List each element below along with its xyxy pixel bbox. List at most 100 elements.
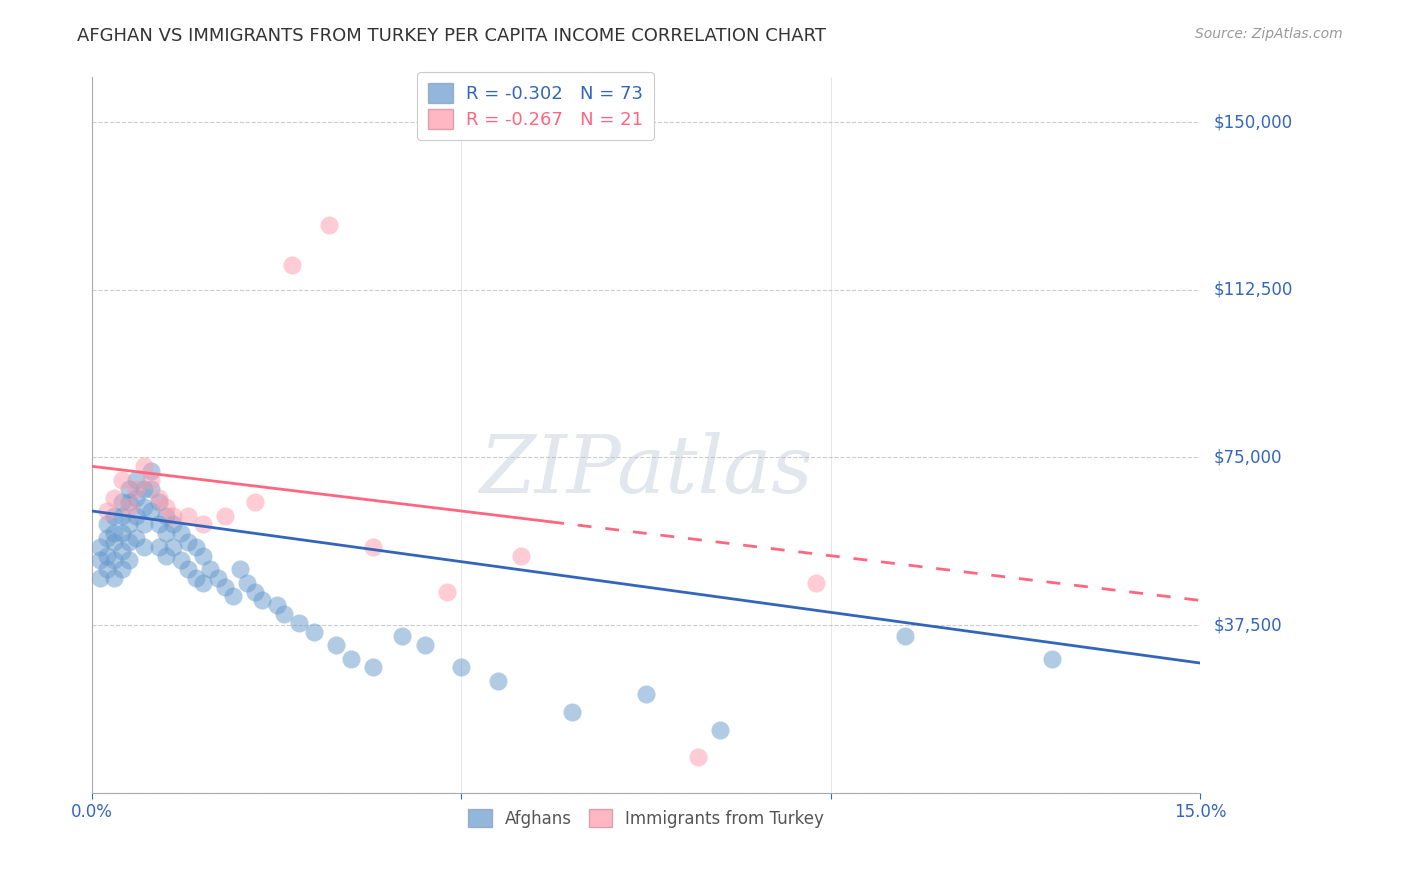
Point <box>103 553 125 567</box>
Point <box>111 526 134 541</box>
Point <box>96 549 118 563</box>
Point <box>89 571 111 585</box>
Point <box>413 638 436 652</box>
Point <box>170 526 193 541</box>
Point <box>132 540 155 554</box>
Point <box>250 593 273 607</box>
Text: $112,500: $112,500 <box>1213 281 1292 299</box>
Point <box>125 473 148 487</box>
Point <box>229 562 252 576</box>
Point <box>118 535 141 549</box>
Point <box>111 473 134 487</box>
Point <box>318 218 340 232</box>
Point <box>103 508 125 523</box>
Point <box>391 629 413 643</box>
Point <box>177 535 200 549</box>
Point <box>177 562 200 576</box>
Point <box>132 459 155 474</box>
Point <box>141 482 163 496</box>
Legend: Afghans, Immigrants from Turkey: Afghans, Immigrants from Turkey <box>461 803 831 834</box>
Point <box>184 540 207 554</box>
Point <box>236 575 259 590</box>
Point <box>96 531 118 545</box>
Point <box>155 526 177 541</box>
Point <box>148 495 170 509</box>
Point <box>339 651 361 665</box>
Point <box>132 517 155 532</box>
Point <box>709 723 731 737</box>
Point <box>111 562 134 576</box>
Point <box>125 531 148 545</box>
Point <box>509 549 531 563</box>
Point <box>96 562 118 576</box>
Point <box>118 500 141 514</box>
Point <box>191 549 214 563</box>
Point <box>450 660 472 674</box>
Point <box>191 575 214 590</box>
Point <box>686 750 709 764</box>
Point <box>155 500 177 514</box>
Point <box>280 258 302 272</box>
Point <box>155 508 177 523</box>
Point <box>266 598 288 612</box>
Point <box>200 562 222 576</box>
Point <box>361 540 384 554</box>
Point <box>191 517 214 532</box>
Text: $37,500: $37,500 <box>1213 616 1282 634</box>
Point <box>118 553 141 567</box>
Point <box>111 495 134 509</box>
Point <box>89 553 111 567</box>
Point <box>288 615 311 630</box>
Point <box>436 584 458 599</box>
Text: Source: ZipAtlas.com: Source: ZipAtlas.com <box>1195 27 1343 41</box>
Point <box>214 580 236 594</box>
Point <box>221 589 243 603</box>
Text: AFGHAN VS IMMIGRANTS FROM TURKEY PER CAPITA INCOME CORRELATION CHART: AFGHAN VS IMMIGRANTS FROM TURKEY PER CAP… <box>77 27 827 45</box>
Point <box>141 464 163 478</box>
Point <box>148 540 170 554</box>
Point <box>893 629 915 643</box>
Point <box>132 500 155 514</box>
Point <box>103 535 125 549</box>
Point <box>125 508 148 523</box>
Point <box>141 473 163 487</box>
Point <box>162 540 184 554</box>
Point <box>96 504 118 518</box>
Point <box>302 624 325 639</box>
Point <box>243 495 266 509</box>
Point <box>148 517 170 532</box>
Point <box>118 482 141 496</box>
Point <box>177 508 200 523</box>
Point <box>170 553 193 567</box>
Point <box>486 673 509 688</box>
Text: $150,000: $150,000 <box>1213 113 1292 131</box>
Point <box>103 526 125 541</box>
Point <box>132 482 155 496</box>
Point <box>111 544 134 558</box>
Point <box>96 517 118 532</box>
Point <box>125 482 148 496</box>
Point <box>184 571 207 585</box>
Point <box>1042 651 1064 665</box>
Point <box>118 495 141 509</box>
Point <box>141 504 163 518</box>
Point <box>636 687 658 701</box>
Point <box>162 517 184 532</box>
Point <box>273 607 295 621</box>
Point <box>89 540 111 554</box>
Point <box>111 508 134 523</box>
Point <box>214 508 236 523</box>
Point <box>118 517 141 532</box>
Point <box>207 571 229 585</box>
Text: $75,000: $75,000 <box>1213 449 1282 467</box>
Point <box>561 705 583 719</box>
Point <box>243 584 266 599</box>
Point <box>361 660 384 674</box>
Point <box>103 491 125 505</box>
Point <box>103 571 125 585</box>
Point <box>155 549 177 563</box>
Point <box>325 638 347 652</box>
Point <box>162 508 184 523</box>
Point <box>804 575 827 590</box>
Text: ZIPatlas: ZIPatlas <box>479 432 813 509</box>
